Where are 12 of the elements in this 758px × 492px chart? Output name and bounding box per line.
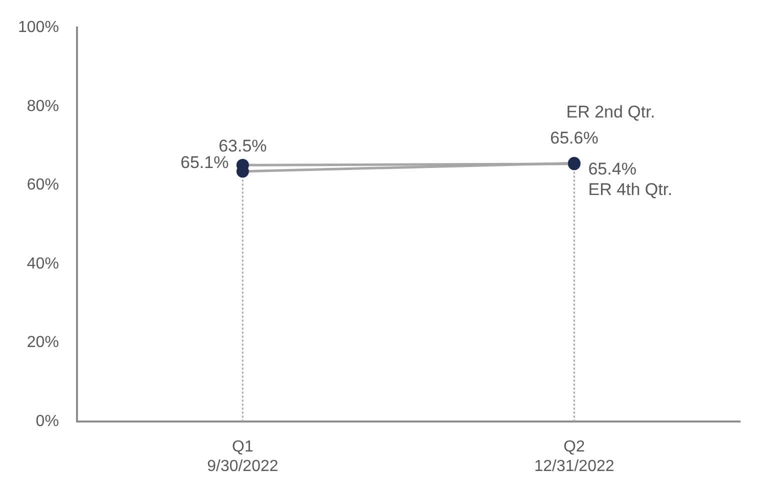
x-tick-label: Q1 9/30/2022: [207, 438, 278, 475]
y-tick-label: 0%: [36, 413, 59, 430]
text: ER 2nd Qtr.: [566, 102, 656, 122]
y-tick-label: 40%: [26, 255, 59, 272]
data-label: 65.6%: [550, 128, 598, 148]
y-tick-label: 100%: [18, 19, 59, 36]
y-tick-label: 60%: [26, 176, 59, 194]
data-label: 65.4%: [588, 160, 636, 179]
y-tick-label: 80%: [26, 98, 59, 115]
y-tick-label: 20%: [26, 334, 59, 352]
x-tick-label: Q2 12/31/2022: [534, 438, 614, 475]
series-label: ER 4th Qtr.: [588, 180, 672, 200]
